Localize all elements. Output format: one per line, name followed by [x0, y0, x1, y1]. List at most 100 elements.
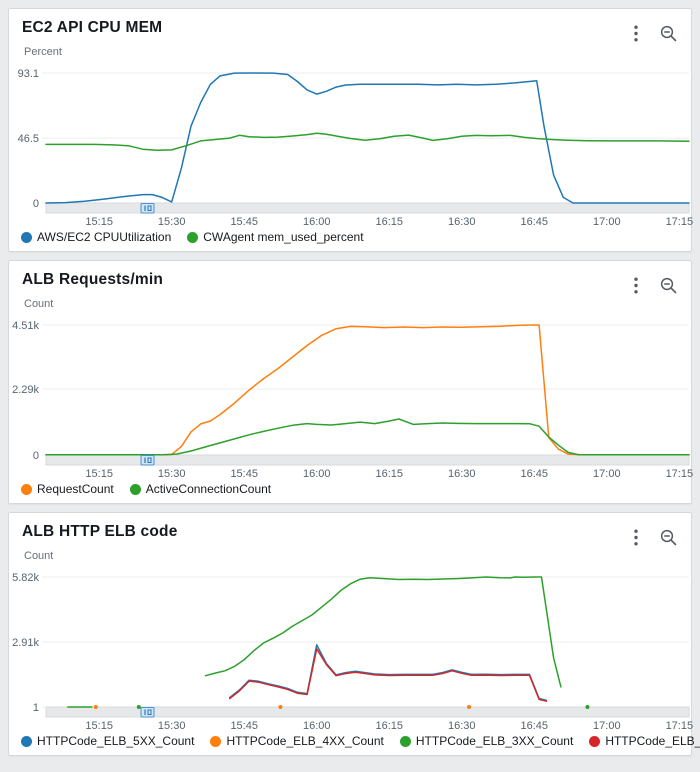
data-point-dot	[93, 705, 98, 709]
zoom-out-button[interactable]	[658, 23, 679, 47]
x-axis-tick-label: 17:00	[593, 720, 621, 732]
legend-swatch	[210, 735, 222, 747]
legend-swatch	[21, 483, 32, 495]
x-axis-tick-label: 17:00	[593, 468, 621, 480]
widget-actions	[632, 23, 679, 47]
widget-title: ALB HTTP ELB code	[22, 523, 178, 540]
x-axis-tick-label: 16:00	[303, 468, 331, 480]
series-line	[204, 576, 562, 688]
timeline-marker-glyph	[147, 709, 152, 715]
x-axis-tick-label: 15:45	[230, 216, 258, 228]
data-point-dot	[467, 705, 472, 709]
kebab-menu-icon	[634, 529, 638, 549]
x-axis-tick-label: 16:15	[375, 468, 403, 480]
series-line	[228, 648, 548, 702]
legend-label: HTTPCode_ELB_504_Count	[605, 734, 700, 748]
x-axis-tick-label: 17:15	[666, 720, 693, 732]
data-point-dot	[585, 705, 590, 709]
legend-swatch	[129, 483, 141, 495]
chart-legend: RequestCount ActiveConnectionCount	[21, 482, 271, 496]
y-axis-tick-label: 0	[33, 198, 39, 210]
zoom-out-icon	[660, 277, 677, 297]
legend-item[interactable]: HTTPCode_ELB_5XX_Count	[21, 734, 194, 748]
y-axis-tick-label: 2.29k	[12, 384, 39, 396]
legend-item[interactable]: HTTPCode_ELB_4XX_Count	[210, 734, 384, 748]
x-axis-tick-label: 17:15	[666, 468, 693, 480]
legend-label: AWS/EC2 CPUUtilization	[37, 230, 172, 244]
x-axis-tick-label: 16:45	[521, 216, 549, 228]
x-axis-tick-label: 15:45	[230, 720, 258, 732]
timeline-marker-icon[interactable]	[140, 203, 155, 214]
widget-menu-button[interactable]	[632, 275, 640, 299]
x-axis-tick-label: 15:30	[158, 468, 186, 480]
x-axis-tick-label: 16:15	[375, 720, 403, 732]
series-line	[45, 72, 690, 204]
widget-alb-requests-min: ALB Requests/min Count 4.51k 2.29k 0 15:15 1…	[8, 260, 693, 505]
x-axis-tick-label: 15:15	[85, 216, 113, 228]
legend-item[interactable]: RequestCount	[21, 482, 114, 496]
y-axis-tick-label: 4.51k	[12, 320, 39, 332]
legend-item[interactable]: HTTPCode_ELB_3XX_Count	[399, 734, 574, 748]
series-line	[228, 644, 548, 702]
legend-swatch	[21, 231, 32, 243]
legend-label: CWAgent mem_used_percent	[203, 230, 364, 244]
time-axis-strip	[45, 454, 690, 466]
legend-item[interactable]: ActiveConnectionCount	[129, 482, 272, 496]
widget-ec2-api-cpu-mem: EC2 API CPU MEM Percent 93.1 46.5 0 15:15 15…	[8, 8, 693, 253]
x-axis-tick-label: 17:15	[666, 216, 693, 228]
y-axis-unit-label: Percent	[24, 46, 62, 58]
legend-item[interactable]: CWAgent mem_used_percent	[187, 230, 364, 244]
x-axis-tick-label: 16:45	[521, 720, 549, 732]
widget-title: EC2 API CPU MEM	[22, 19, 163, 36]
chart-plot-area[interactable]: 4.51k 2.29k 0 15:15 15:30 15:45 16:00 16:15 16:3…	[9, 261, 693, 505]
series-line	[45, 132, 690, 151]
y-axis-tick-label: 0	[33, 450, 39, 462]
kebab-menu-icon	[634, 277, 638, 297]
timeline-marker-icon[interactable]	[140, 707, 155, 718]
x-axis-tick-label: 15:15	[85, 720, 113, 732]
legend-swatch	[589, 735, 601, 747]
data-point-dot	[278, 705, 283, 709]
x-axis-tick-label: 16:45	[521, 468, 549, 480]
widget-actions	[632, 275, 679, 299]
y-axis-tick-label: 93.1	[18, 68, 39, 80]
legend-item[interactable]: HTTPCode_ELB_504_Count	[589, 734, 700, 748]
timeline-marker-icon[interactable]	[140, 455, 155, 466]
zoom-out-button[interactable]	[658, 275, 679, 299]
y-axis-unit-label: Count	[24, 298, 54, 310]
legend-item[interactable]: AWS/EC2 CPUUtilization	[21, 230, 171, 244]
x-axis-tick-label: 15:30	[158, 216, 186, 228]
x-axis-tick-label: 16:30	[448, 468, 476, 480]
time-axis-strip	[45, 706, 690, 718]
widget-alb-http-elb-code: ALB HTTP ELB code Count 5.82k 2.91k 1 15:15…	[8, 512, 700, 757]
y-axis-tick-label: 2.91k	[12, 637, 39, 649]
data-point-dot	[136, 705, 141, 709]
widget-menu-button[interactable]	[632, 23, 640, 47]
series-line	[45, 418, 690, 456]
kebab-menu-icon	[634, 25, 638, 45]
chart-plot-area[interactable]: 5.82k 2.91k 1 15:15 15:30 15:45 16:00 16:15 16:3…	[9, 513, 693, 757]
zoom-out-icon	[660, 529, 677, 549]
y-axis-tick-label: 5.82k	[12, 572, 39, 584]
zoom-out-icon	[660, 25, 677, 45]
legend-label: HTTPCode_ELB_5XX_Count	[37, 734, 195, 748]
legend-swatch	[187, 231, 199, 243]
x-axis-tick-label: 16:30	[448, 720, 476, 732]
widget-actions	[632, 527, 679, 551]
timeline-marker-glyph	[147, 457, 152, 463]
x-axis-tick-label: 16:15	[375, 216, 403, 228]
x-axis-tick-label: 17:00	[593, 216, 621, 228]
x-axis-tick-label: 16:30	[448, 216, 476, 228]
chart-plot-area[interactable]: 93.1 46.5 0 15:15 15:30 15:45 16:00 16:15 16:30 1…	[9, 9, 693, 253]
series-line	[45, 324, 690, 456]
legend-label: ActiveConnectionCount	[145, 482, 272, 496]
y-axis-tick-label: 1	[33, 702, 39, 714]
x-axis-tick-label: 16:00	[303, 216, 331, 228]
chart-legend: HTTPCode_ELB_5XX_Count HTTPCode_ELB_4XX_C…	[21, 734, 700, 748]
y-axis-unit-label: Count	[24, 550, 54, 562]
zoom-out-button[interactable]	[658, 527, 679, 551]
widget-menu-button[interactable]	[632, 527, 640, 551]
chart-legend: AWS/EC2 CPUUtilization CWAgent mem_used_p…	[21, 230, 364, 244]
legend-label: HTTPCode_ELB_3XX_Count	[415, 734, 574, 748]
